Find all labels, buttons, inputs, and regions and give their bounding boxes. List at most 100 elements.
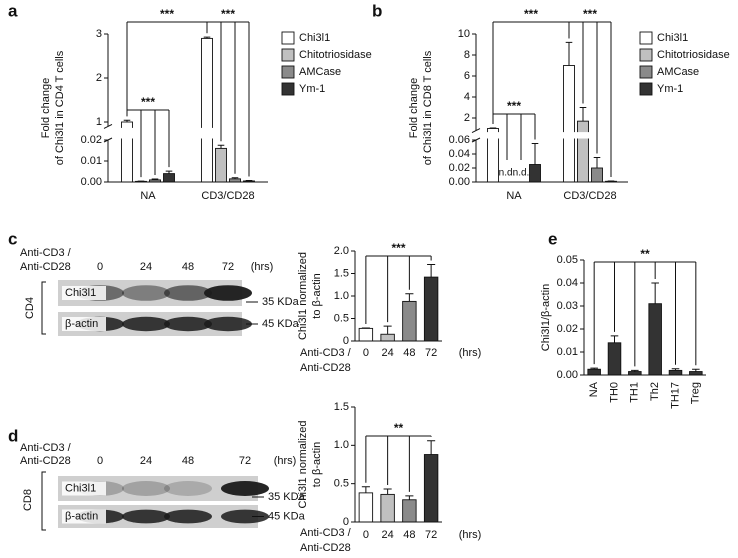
bar [648, 303, 662, 376]
panel-label: b [372, 1, 382, 20]
x-tick-label: 0 [363, 347, 369, 359]
y-tick-label: 1 [96, 116, 102, 128]
bar [402, 499, 417, 523]
blot-band-name: Chi3l1 [65, 482, 96, 494]
significance-label: *** [507, 99, 521, 113]
value-label: n.d. [513, 168, 530, 179]
legend-label: Ym-1 [299, 83, 325, 95]
error-bar [489, 127, 497, 129]
legend-label: Ym-1 [657, 83, 683, 95]
y-tick-label: 0.00 [81, 176, 102, 188]
legend-label: Chi3l1 [299, 32, 330, 44]
y-tick-label: 2 [464, 112, 470, 124]
y-axis-label: of Chi3l1 in CD8 T cells [422, 50, 434, 165]
axis-break [470, 132, 630, 139]
x-axis-label: Anti-CD28 [300, 362, 351, 374]
significance-label: ** [640, 247, 650, 261]
y-tick-label: 2 [96, 72, 102, 84]
y-tick-label: 0 [343, 335, 349, 347]
blot-lane: 24 [140, 261, 152, 273]
legend-swatch [281, 65, 295, 79]
legend-label: Chitotriosidase [299, 49, 372, 61]
bar [215, 147, 227, 183]
blot-band-size: 45 KDa [268, 510, 306, 522]
y-tick-label: 0.05 [557, 254, 578, 266]
blot-label-box [62, 317, 106, 331]
legend-swatch [639, 48, 653, 62]
significance-label: *** [221, 7, 235, 21]
significance-bracket [126, 109, 170, 178]
y-tick-label: 4 [464, 91, 470, 103]
legend-swatch [639, 65, 653, 79]
error-bar [231, 177, 239, 179]
y-tick-label: 8 [464, 49, 470, 61]
blot-label-box [62, 481, 106, 496]
y-tick-label: 0.06 [449, 134, 470, 146]
y-tick-label: 0.5 [334, 312, 349, 324]
x-tick-label: 72 [425, 529, 437, 541]
significance-bracket [492, 21, 570, 124]
error-bar [427, 264, 436, 278]
y-tick-label: 0.00 [449, 176, 470, 188]
y-axis-label: Chi3l1 normalized [297, 420, 309, 508]
y-tick-label: 1.5 [334, 267, 349, 279]
blot-label-box [62, 509, 106, 524]
x-tick-label: 72 [425, 347, 437, 359]
bar [587, 368, 601, 376]
blot-unit: (hrs) [251, 261, 274, 273]
x-tick-label: TH1 [629, 382, 641, 403]
y-axis-label: of Chi3l1 in CD4 T cells [54, 50, 66, 165]
blot-bracket [41, 281, 46, 335]
blot-treatment: Anti-CD3 / [20, 247, 72, 259]
blot-lane: 48 [182, 455, 194, 467]
blot-band-size: 35 KDa [262, 296, 300, 308]
blot-lane: 24 [140, 455, 152, 467]
y-tick-label: 10 [458, 28, 470, 40]
legend-label: Chi3l1 [657, 32, 688, 44]
blot-band [122, 509, 170, 524]
bar [423, 276, 439, 342]
blot-bracket [41, 471, 46, 531]
significance-bracket [365, 255, 432, 324]
blot-band [204, 285, 252, 301]
significance-label: ** [394, 421, 404, 435]
panel-label: e [548, 229, 557, 248]
error-bar [151, 178, 159, 180]
x-tick-label: CD3/CD28 [201, 190, 254, 202]
error-bar [405, 293, 414, 302]
error-bar [531, 143, 539, 165]
x-tick-label: 48 [403, 347, 415, 359]
blot-treatment: Anti-CD3 / [20, 442, 72, 454]
bar [402, 300, 417, 342]
significance-label: *** [141, 95, 155, 109]
blot-band [164, 509, 212, 524]
significance-label: *** [391, 241, 405, 255]
blot-lane: 72 [222, 261, 234, 273]
blot-lane: 0 [97, 261, 103, 273]
error-bar [692, 368, 700, 372]
y-tick-label: 0.00 [557, 369, 578, 381]
error-bar [405, 495, 414, 500]
bar [668, 369, 683, 376]
x-tick-label: NA [588, 381, 600, 397]
blot-band [164, 285, 212, 301]
break-mark [103, 123, 113, 129]
y-axis-label: to β-actin [311, 442, 323, 487]
x-tick-label: Th2 [649, 382, 661, 401]
bar [380, 333, 395, 342]
significance-label: *** [583, 7, 597, 21]
blot-band [221, 509, 269, 524]
x-tick-label: TH17 [669, 382, 681, 409]
y-tick-label: 0 [343, 516, 349, 528]
panel-label: a [8, 1, 18, 20]
y-axis-label: Chi3l1/β-actin [540, 284, 552, 351]
bar [563, 65, 575, 183]
x-tick-label: 48 [403, 529, 415, 541]
error-bar [590, 367, 598, 370]
y-tick-label: 1.0 [334, 439, 349, 451]
y-axis-label: Fold change [408, 78, 420, 139]
y-tick-label: 3 [96, 28, 102, 40]
error-bar [671, 368, 680, 371]
y-tick-label: 0.04 [449, 148, 470, 160]
legend-label: Chitotriosidase [657, 49, 730, 61]
